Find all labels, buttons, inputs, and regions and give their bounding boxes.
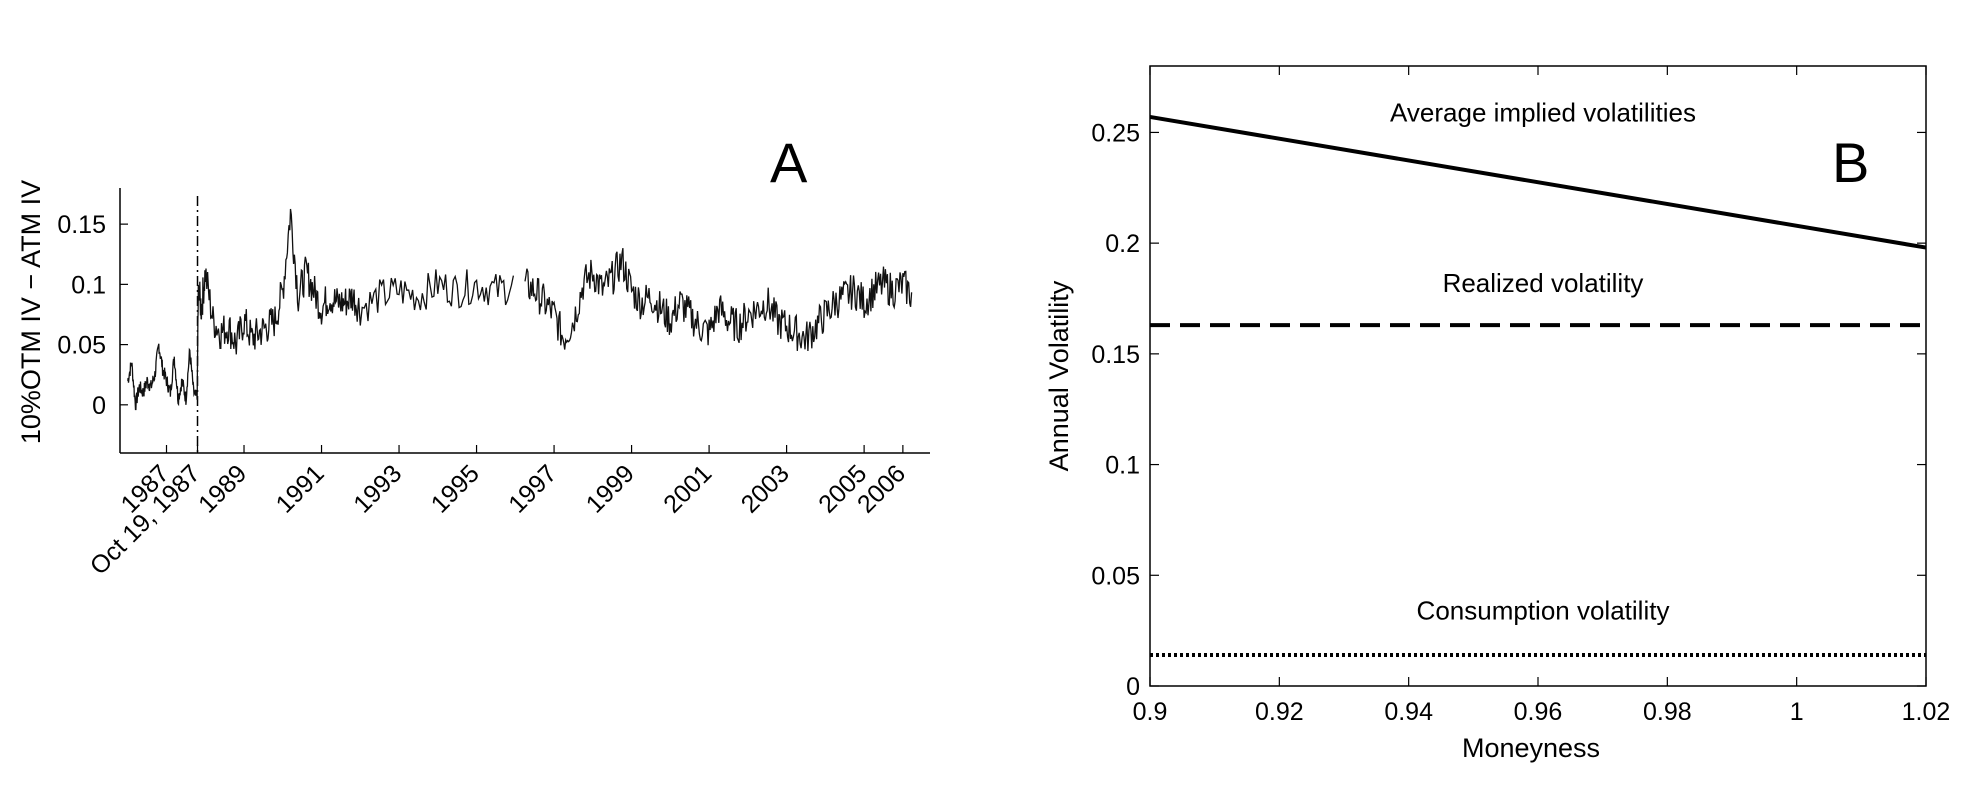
panel-a-y-tick-label: 0.05 [57,332,106,360]
panel-b-frame [1149,65,1927,687]
panel-a-y-tick-label: 0 [92,392,106,420]
panel-a-y-axis-label: 10%OTM IV − ATM IV [16,180,46,444]
panel-b: 0.9 0.92 0.94 0.96 0.98 1 1.02 0 0.05 0.1 0.15 0.2 0… [1044,65,1950,763]
panel-b-x-tick-label: 0.96 [1514,698,1563,726]
panel-b-letter: B [1832,131,1869,194]
panel-b-annotations: Average implied volatilities Realized vol… [1390,97,1696,625]
panel-a-series [127,196,913,453]
panel-b-annotation: Realized volatility [1443,268,1644,298]
panel-b-y-tick-label: 0.1 [1105,452,1140,480]
panel-b-x-tick-label: 0.94 [1384,698,1433,726]
panel-b-y-tick-label: 0.2 [1105,230,1140,258]
panel-b-x-tick-label: 0.92 [1255,698,1304,726]
panel-a-series-line [524,247,913,352]
panel-b-axes [1149,65,1927,687]
panel-a-x-tick-label: 1997 [503,459,562,518]
panel-b-x-axis-label: Moneyness [1462,733,1600,763]
panel-a-x-tick-label: 1993 [348,459,407,518]
panel-a-series-line [127,208,515,411]
panel-b-series [1149,114,1927,657]
panel-a-letter: A [770,131,808,194]
panel-b-series-solid [1149,114,1927,250]
panel-a-axes [119,188,930,454]
panel-a-y-tick-label: 0.1 [71,271,106,299]
panel-b-y-tick-label: 0.15 [1091,341,1140,369]
panel-b-x-tick-label: 0.98 [1643,698,1692,726]
panel-b-y-tick-label: 0.05 [1091,562,1140,590]
panel-a-x-tick-label: 1991 [271,459,330,518]
panel-a-x-tick-label: 2001 [658,459,717,518]
panel-b-x-tick-label: 1.02 [1902,698,1951,726]
panel-a-x-tick-label: 2003 [736,459,795,518]
panel-b-y-tick-label: 0 [1126,673,1140,701]
panel-b-annotation: Average implied volatilities [1390,97,1696,127]
panel-b-annotation: Consumption volatility [1417,596,1670,626]
panel-a-y-tick-label: 0.15 [57,211,106,239]
panel-b-x-tick-label: 1 [1790,698,1804,726]
panel-a-x-tick-label: 1989 [193,459,252,518]
panel-b-ticks: 0.9 0.92 0.94 0.96 0.98 1 1.02 0 0.05 0.1 0.15 0.2 0… [1091,66,1950,726]
panel-a-x-tick-label: 1995 [426,459,485,518]
panel-a-x-tick-label: 1999 [581,459,640,518]
panel-b-y-axis-label: Annual Volatility [1044,280,1074,471]
panel-b-x-tick-label: 0.9 [1133,698,1168,726]
panel-b-y-tick-label: 0.25 [1091,119,1140,147]
